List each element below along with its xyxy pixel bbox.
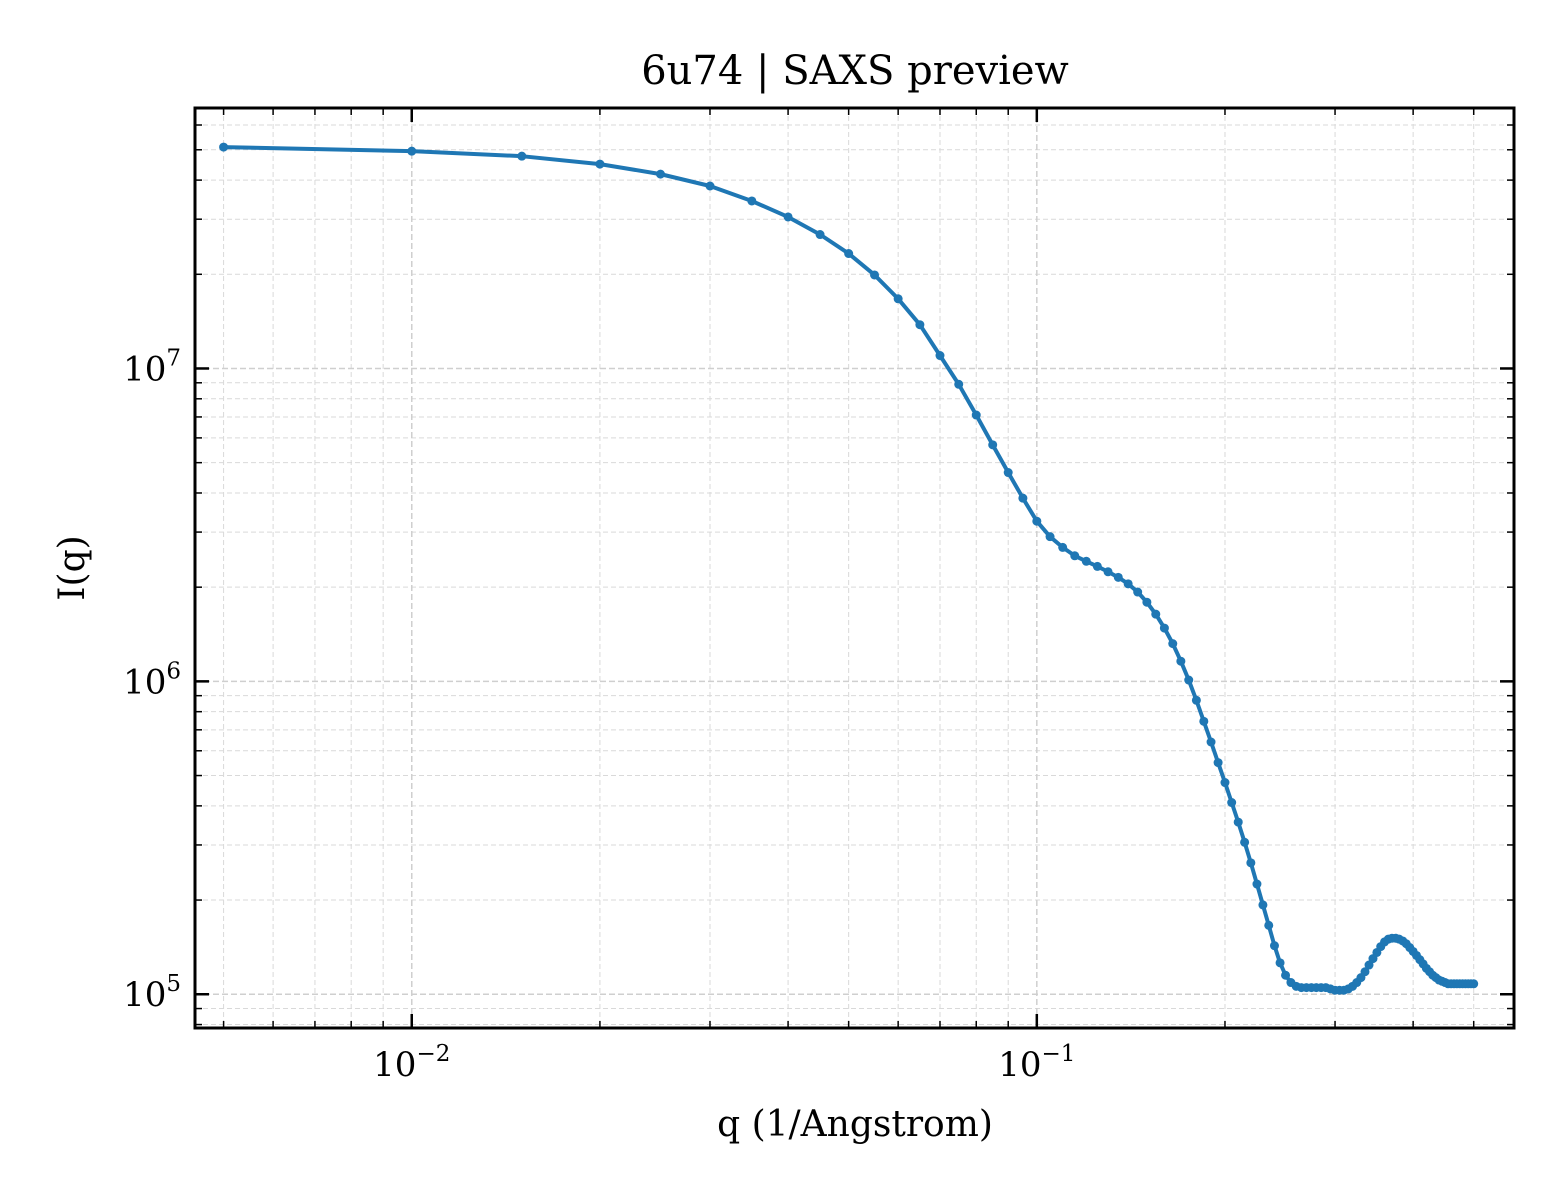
data-point <box>1264 920 1274 930</box>
data-point <box>1469 979 1479 989</box>
data-point <box>747 196 757 206</box>
axis-ticks <box>195 108 1514 1028</box>
data-point <box>1240 837 1250 847</box>
data-point <box>1151 609 1161 619</box>
data-point <box>1113 572 1123 582</box>
data-point <box>705 181 715 191</box>
tick-labels: 10−2 10−1 105 106 107 <box>123 345 1075 1085</box>
data-point <box>1070 551 1080 561</box>
data-point <box>1045 532 1055 542</box>
data-point <box>815 230 825 240</box>
data-point <box>1133 587 1143 597</box>
y-tick-label: 105 <box>123 971 181 1015</box>
y-axis-label: I(q) <box>52 535 93 600</box>
data-point <box>1227 798 1237 808</box>
data-point <box>1213 758 1223 768</box>
data-point <box>893 294 903 304</box>
data-point <box>595 159 605 169</box>
data-point <box>1275 958 1285 968</box>
x-axis-label: q (1/Angstrom) <box>717 1104 993 1145</box>
data-point <box>1092 561 1102 571</box>
data-point <box>1199 716 1209 726</box>
data-point <box>1142 597 1152 607</box>
data-point <box>407 146 417 156</box>
x-tick-label: 10−1 <box>998 1041 1075 1085</box>
chart-title: 6u74 | SAXS preview <box>641 48 1069 94</box>
data-point <box>1220 778 1230 788</box>
data-point <box>783 212 793 222</box>
data-point <box>1123 579 1133 589</box>
data-point <box>915 320 925 330</box>
data-point <box>1360 967 1370 977</box>
data-point <box>1184 675 1194 685</box>
y-tick-label: 106 <box>123 658 181 702</box>
data-point <box>1191 695 1201 705</box>
data-point <box>517 151 527 161</box>
data-point <box>1103 567 1113 577</box>
data-point <box>1003 468 1013 478</box>
data-point <box>935 351 945 361</box>
data-point <box>1058 542 1068 552</box>
data-point <box>1032 516 1042 526</box>
data-point <box>1252 879 1262 889</box>
data-point <box>1159 623 1169 633</box>
data-point <box>1258 900 1268 910</box>
data-point <box>1176 656 1186 666</box>
data-point <box>844 249 854 259</box>
grid <box>195 108 1514 1028</box>
data-point <box>988 440 998 450</box>
data-point <box>656 169 665 179</box>
x-tick-label: 10−2 <box>373 1041 450 1085</box>
data-point <box>971 410 981 420</box>
data-point <box>1233 817 1243 827</box>
data-point <box>1206 737 1216 747</box>
data-point <box>954 379 964 389</box>
data-point <box>1281 970 1291 980</box>
plot-frame <box>193 106 1516 1030</box>
data-point <box>1364 960 1374 970</box>
data-series <box>219 142 1479 995</box>
data-point <box>870 270 880 280</box>
y-tick-label: 107 <box>123 345 181 389</box>
data-point <box>1269 941 1279 951</box>
data-point <box>1246 858 1256 868</box>
data-point <box>219 142 229 152</box>
data-point <box>1081 556 1091 566</box>
data-point <box>1018 493 1028 503</box>
data-point <box>1168 639 1178 649</box>
